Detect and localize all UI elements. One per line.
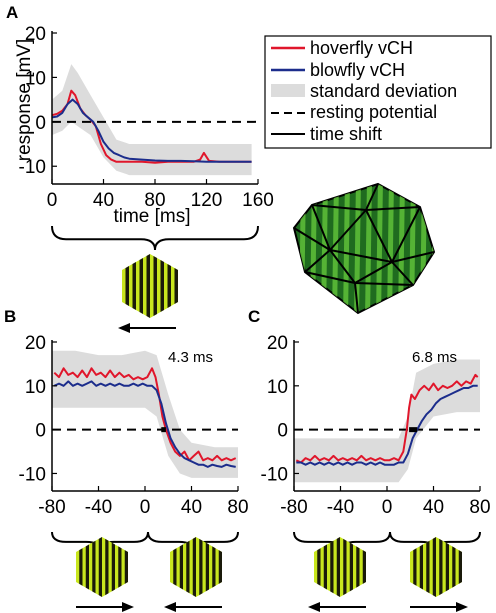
hexagon-grating-icon [410,537,462,597]
y-tick-label: -10 [261,464,288,485]
series-line [296,384,478,466]
x-tick-label: 0 [47,190,58,211]
series-line [51,89,252,164]
hexagon-grating-icon [170,537,222,597]
y-tick-label: 10 [267,377,288,398]
time-shift-label-b: 4.3 ms [168,349,213,366]
x-tick-label: 0 [140,497,151,518]
legend-label-blowfly: blowfly vCH [310,60,405,80]
y-axis-title-a: response [mV] [14,39,35,162]
y-tick-label: -10 [19,464,46,485]
panel-letter-c: C [248,307,260,326]
y-tick-label: 20 [25,24,46,45]
series-line [53,380,236,468]
std-band [52,64,252,176]
arrow-left-icon [164,602,222,612]
x-tick-label: 40 [93,190,114,211]
legend-label-timeshift: time shift [310,124,382,144]
chart-panel-c: -10 0 10 20 -80 -40 0 40 80 [261,333,491,518]
y-tick-label: 0 [35,421,46,442]
hexagon-grating-icon [122,254,178,318]
y-tick-label: 0 [35,113,46,134]
x-tick-label: 80 [469,497,490,518]
x-tick-label: 160 [242,190,274,211]
legend-label-resting: resting potential [310,102,437,122]
legend-label-hoverfly: hoverfly vCH [310,38,413,58]
y-tick-label: 0 [277,421,288,442]
arrow-left-icon [308,602,366,612]
y-tick-label: 20 [25,333,46,354]
y-tick-label: 10 [25,377,46,398]
brace [51,225,259,251]
chart-panel-b: -10 0 10 20 -80 -40 0 40 80 [19,333,249,518]
x-axis-title-a: time [ms] [113,206,190,227]
hexagon-grating-icon [314,537,366,597]
arrow-right-icon [76,602,134,612]
y-tick-label: -10 [19,157,46,178]
legend-swatch-std [271,84,305,97]
time-shift-label-c: 6.8 ms [412,349,457,366]
panel-letter-b: B [4,307,16,326]
panel-letter-a: A [6,3,18,22]
y-tick-label: 20 [267,333,288,354]
x-tick-label: 40 [423,497,444,518]
series-line [295,373,479,464]
x-tick-label: -40 [85,497,112,518]
x-tick-label: 80 [144,190,165,211]
arrow-right-icon [410,602,468,612]
legend: hoverfly vCH blowfly vCH standard deviat… [264,35,492,149]
icosahedron-stimulus-icon [292,182,436,315]
x-tick-label: -80 [280,497,307,518]
series-line [51,98,252,163]
arrow-left-icon [118,323,176,333]
y-tick-label: 10 [25,68,46,89]
x-tick-label: -80 [38,497,65,518]
x-tick-label: 120 [191,190,223,211]
series-line [53,367,237,462]
x-tick-label: 0 [382,497,393,518]
std-band [52,350,238,478]
std-band [294,359,480,483]
x-tick-label: -40 [327,497,354,518]
legend-label-std: standard deviation [310,81,457,101]
x-tick-label: 40 [181,497,202,518]
x-tick-label: 80 [227,497,248,518]
hexagon-grating-icon [76,537,128,597]
